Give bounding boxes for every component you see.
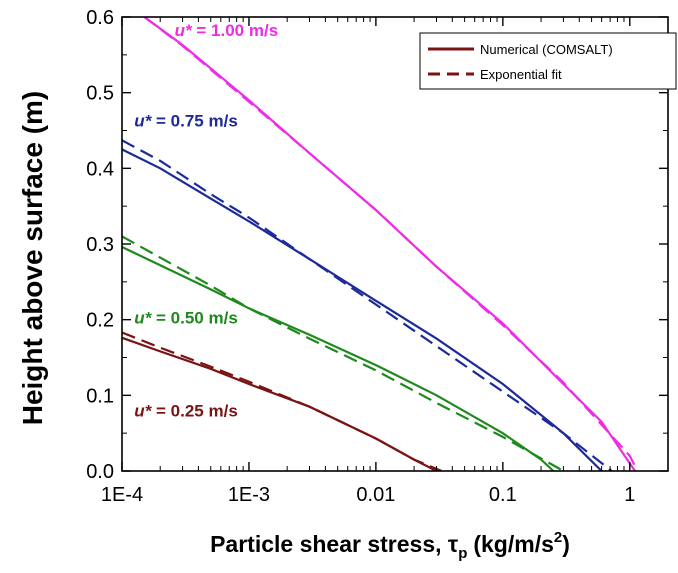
y-tick-label-1: 0.1	[86, 385, 114, 407]
x-tick-label-3: 0.1	[489, 484, 517, 506]
series-label-prefix-1: u*	[134, 112, 152, 131]
y-axis-title: Height above surface (m)	[17, 91, 48, 426]
series-label-suffix-2: = 0.50 m/s	[151, 308, 237, 327]
series-label-prefix-2: u*	[134, 308, 152, 327]
x-tick-label-2: 0.01	[356, 484, 395, 506]
axes-layer: 1E-4 1E-3 0.01 0.1 1 0.0 0.1 0.2 0.3 0.4 0.5 0.6	[86, 7, 669, 506]
series-label-suffix-1: = 0.75 m/s	[151, 112, 237, 131]
series-line-numerical-2	[122, 246, 555, 471]
labels-layer: u* = 1.00 m/su* = 0.75 m/su* = 0.50 m/su…	[134, 21, 278, 421]
series-label-prefix-0: u*	[175, 21, 193, 40]
series-label-prefix-3: u*	[134, 402, 152, 421]
legend-box	[419, 32, 677, 90]
series-label-suffix-3: = 0.25 m/s	[151, 402, 237, 421]
x-axis-title-superscript: 2	[554, 529, 562, 546]
y-tick-label-3: 0.3	[86, 234, 114, 256]
y-tick-label-0: 0.0	[86, 461, 114, 483]
legend-numerical-label: Numerical (COMSALT)	[480, 42, 613, 57]
y-tick-label-6: 0.6	[86, 7, 114, 29]
series-line-fit-0	[143, 17, 639, 471]
y-tick-label-2: 0.2	[86, 310, 114, 332]
y-tick-label-5: 0.5	[86, 83, 114, 105]
x-axis-title-close: )	[562, 531, 570, 557]
legend: Numerical (COMSALT) Exponential fit	[419, 32, 677, 90]
series-label-0: u* = 1.00 m/s	[175, 21, 278, 40]
legend-fit-label: Exponential fit	[480, 67, 562, 82]
x-axis-title-subscript: p	[458, 545, 467, 562]
x-tick-label-0: 1E-4	[101, 484, 143, 506]
x-tick-label-4: 1	[624, 484, 635, 506]
series-line-fit-1	[122, 139, 613, 471]
series-line-fit-2	[122, 235, 564, 471]
x-tick-label-1: 1E-3	[228, 484, 270, 506]
series-label-suffix-0: = 1.00 m/s	[192, 21, 278, 40]
x-axis-title-unit: (kg/m/s	[473, 531, 554, 557]
series-label-2: u* = 0.50 m/s	[134, 308, 237, 327]
series-line-numerical-1	[122, 148, 603, 471]
series-label-3: u* = 0.25 m/s	[134, 402, 237, 421]
x-axis-title: Particle shear stress, τp (kg/m/s2)	[210, 529, 570, 562]
series-label-1: u* = 0.75 m/s	[134, 112, 237, 131]
x-axis-title-main: Particle shear stress, τ	[210, 531, 458, 557]
series-layer	[122, 17, 639, 471]
y-tick-label-4: 0.4	[86, 158, 114, 180]
series-line-fit-3	[122, 331, 443, 471]
